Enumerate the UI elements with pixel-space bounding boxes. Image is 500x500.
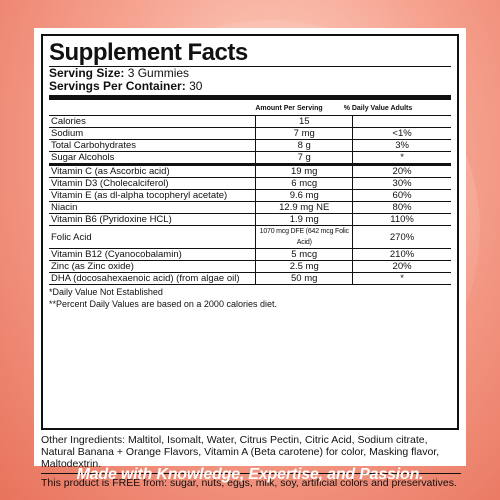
nutrient-name: Sugar Alcohols [49,151,256,165]
serving-size-value: 3 Gummies [127,66,190,80]
nutrient-name: Calories [49,115,256,128]
nutrient-table: Calories 15 Sodium 7 mg <1% Total Carbohydrat… [49,115,451,285]
nutrient-daily-value: 210% [352,248,451,261]
footnote-daily-value: *Daily Value Not Established [49,287,163,297]
nutrient-daily-value: <1% [352,127,451,140]
table-row: Sodium 7 mg <1% [49,127,451,140]
table-row: Folic Acid 1070 mcg DFE (642 mcg Folic Ac… [49,225,451,249]
nutrient-amount: 9.6 mg [255,189,353,202]
supplement-label-panel: Supplement Facts Serving Size: 3 Gummies… [34,28,466,489]
brand-slogan: Made with Knowledge, Expertise, and Pass… [76,466,424,483]
amount-column-header: Amount Per Serving [255,105,323,112]
nutrient-name: Sodium [49,127,256,140]
nutrient-daily-value: 80% [352,201,451,214]
nutrient-name: Vitamin B12 (Cyanocobalamin) [49,248,256,261]
nutrient-name: Niacin [49,201,256,214]
nutrient-name: Folic Acid [49,225,256,249]
ingredients-section: Other Ingredients: Maltitol, Isomalt, Wa… [41,432,461,489]
nutrient-daily-value: 3% [352,139,451,152]
nutrient-daily-value: 20% [352,260,451,273]
nutrient-name: Vitamin E (as dl-alpha tocopheryl acetat… [49,189,256,202]
nutrient-amount: 1070 mcg DFE (642 mcg Folic Acid) [255,225,353,249]
table-row: Vitamin B12 (Cyanocobalamin) 5 mcg 210% [49,248,451,261]
serving-size: Serving Size: 3 Gummies [49,67,451,80]
nutrient-daily-value [352,115,451,128]
nutrient-amount: 15 [255,115,353,128]
column-headers: Amount Per Serving % Daily Value Adults [49,102,451,115]
nutrient-name: Vitamin B6 (Pyridoxine HCL) [49,213,256,226]
divider [49,66,451,67]
table-row: Vitamin B6 (Pyridoxine HCL) 1.9 mg 110% [49,213,451,226]
serving-size-label: Serving Size: [49,66,125,80]
nutrient-daily-value: 110% [352,213,451,226]
table-row: Zinc (as Zinc oxide) 2.5 mg 20% [49,260,451,273]
table-row: DHA (docosahexaenoic acid) (from algae o… [49,272,451,285]
table-row: Vitamin E (as dl-alpha tocopheryl acetat… [49,189,451,202]
nutrient-amount: 1.9 mg [255,213,353,226]
nutrient-daily-value: 20% [352,163,451,178]
table-row: Calories 15 [49,115,451,128]
other-ingredients: Other Ingredients: Maltitol, Isomalt, Wa… [41,432,461,474]
table-row: Niacin 12.9 mg NE 80% [49,201,451,214]
nutrient-daily-value: 270% [352,225,451,249]
nutrient-daily-value: * [352,272,451,285]
servings-label: Servings Per Container: [49,79,186,93]
nutrient-amount: 5 mcg [255,248,353,261]
nutrient-daily-value: 60% [352,189,451,202]
table-row: Vitamin C (as Ascorbic acid) 19 mg 20% [49,163,451,178]
servings-value: 30 [189,79,203,93]
nutrient-name: Vitamin D3 (Cholecalciferol) [49,177,256,190]
nutrient-daily-value: * [352,151,451,165]
table-row: Total Carbohydrates 8 g 3% [49,139,451,152]
servings-per-container: Servings Per Container: 30 [49,80,451,93]
nutrient-amount: 6 mcg [255,177,353,190]
nutrient-daily-value: 30% [352,177,451,190]
daily-value-column-header: % Daily Value Adults [343,105,413,112]
free-from-statement: This product is FREE from: sugar, nuts, … [41,477,457,489]
nutrient-name: Zinc (as Zinc oxide) [49,260,256,273]
nutrient-amount: 7 g [255,151,353,165]
nutrient-amount: 50 mg [255,272,353,285]
table-row: Vitamin D3 (Cholecalciferol) 6 mcg 30% [49,177,451,190]
nutrient-name: Vitamin C (as Ascorbic acid) [49,163,256,178]
nutrient-name: Total Carbohydrates [49,139,256,152]
nutrient-amount: 2.5 mg [255,260,353,273]
supplement-facts-box: Supplement Facts Serving Size: 3 Gummies… [41,34,459,430]
nutrient-amount: 12.9 mg NE [255,201,353,214]
nutrient-amount: 8 g [255,139,353,152]
label-title: Supplement Facts [49,39,248,66]
nutrient-name: DHA (docosahexaenoic acid) (from algae o… [49,272,256,285]
table-row: Sugar Alcohols 7 g * [49,151,451,165]
divider-thick [49,95,451,100]
footnote-percent-basis: **Percent Daily Values are based on a 20… [49,299,277,309]
nutrient-amount: 19 mg [255,163,353,178]
nutrient-amount: 7 mg [255,127,353,140]
